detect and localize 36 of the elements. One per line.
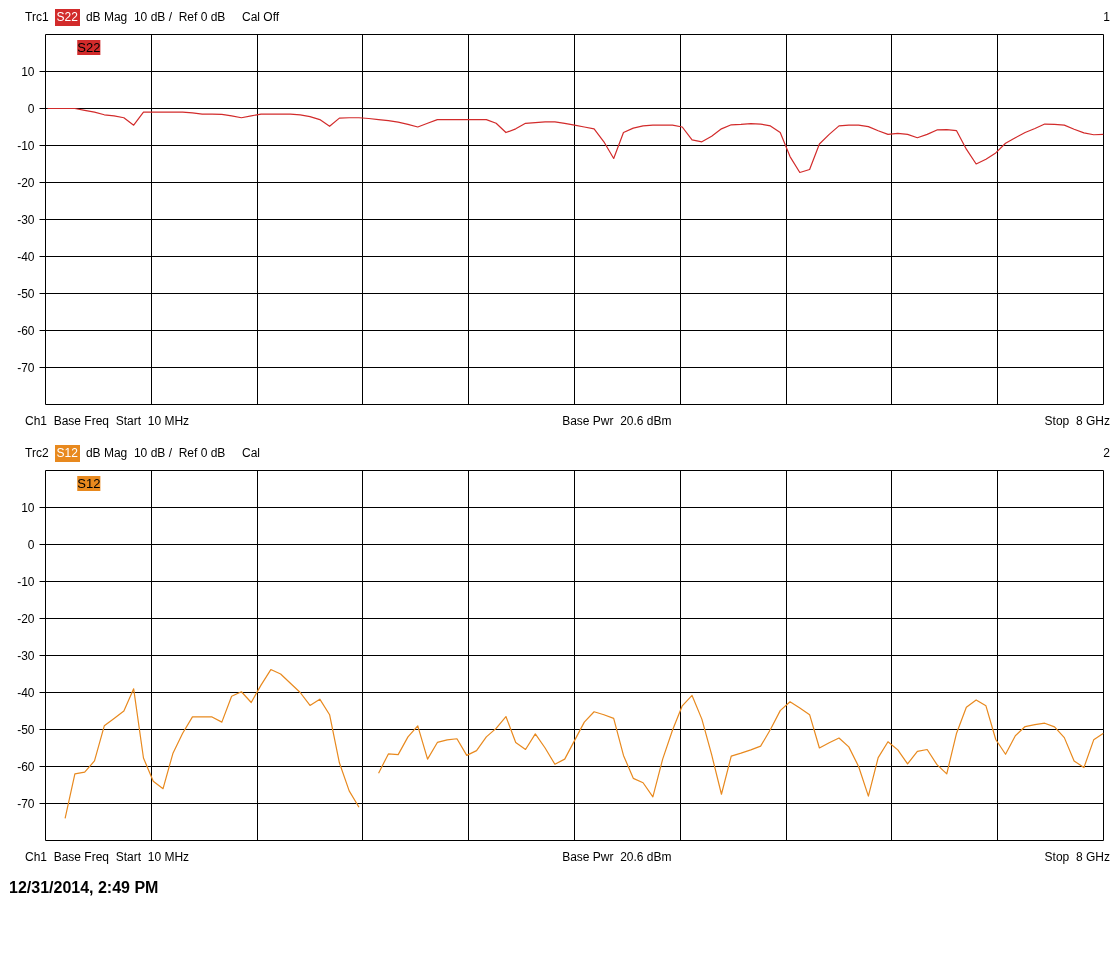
y-tick-label: -60: [17, 760, 35, 774]
y-tick-label: -60: [17, 324, 35, 338]
legend-label: S12: [77, 476, 101, 492]
y-tick-label: -50: [17, 287, 35, 301]
text: 2: [1103, 445, 1110, 462]
y-tick-label: -20: [17, 612, 35, 626]
y-tick-label: -30: [17, 649, 35, 663]
text: Base Pwr 20.6 dBm: [562, 413, 672, 430]
y-tick-label: -70: [17, 797, 35, 811]
text: 1: [1103, 9, 1110, 26]
text: S22: [56, 10, 78, 24]
line-series: [45, 107, 1104, 174]
text: Ch1 Base Freq Start 10 MHz: [25, 413, 190, 430]
chart-subtitle: dB Mag 10 dB / Ref 0 dB Cal Off: [85, 9, 280, 26]
chart-title: Trc2: [25, 445, 49, 462]
chart-title: Trc1: [25, 9, 49, 26]
legend-label: S22: [77, 40, 101, 56]
y-tick-label: -40: [17, 250, 35, 264]
y-tick-label: -50: [17, 723, 35, 737]
y-tick-label: -20: [17, 176, 35, 190]
y-tick-label: 0: [27, 538, 35, 552]
y-tick-label: -40: [17, 686, 35, 700]
text: S12: [56, 446, 78, 460]
y-tick-label: -10: [17, 139, 35, 153]
y-tick-label: -70: [17, 361, 35, 375]
text: 12/31/2014, 2:49 PM: [9, 878, 159, 898]
y-tick-label: 0: [27, 102, 35, 116]
text: Base Pwr 20.6 dBm: [562, 849, 672, 866]
y-tick-label: -30: [17, 213, 35, 227]
y-tick-label: 10: [21, 501, 35, 515]
y-tick-label: -10: [17, 575, 35, 589]
y-tick-label: 10: [21, 65, 35, 79]
chart-subtitle: dB Mag 10 dB / Ref 0 dB Cal: [85, 445, 261, 462]
text: Ch1 Base Freq Start 10 MHz: [25, 849, 190, 866]
text: Stop 8 GHz: [1044, 849, 1110, 866]
text: Stop 8 GHz: [1044, 413, 1110, 430]
